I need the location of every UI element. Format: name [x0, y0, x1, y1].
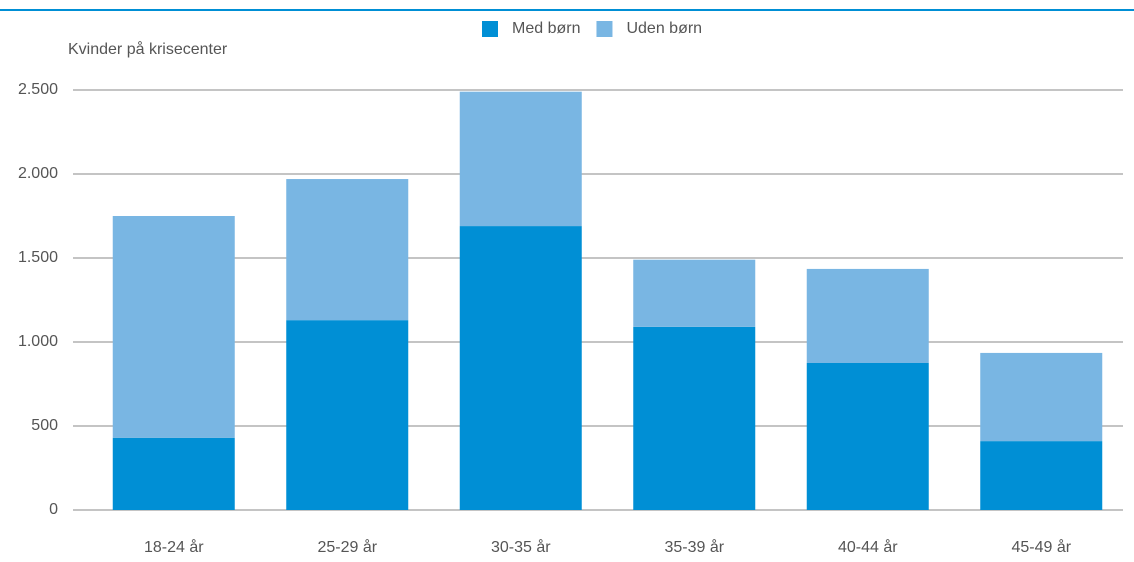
bar — [980, 352, 1103, 442]
y-tick-label: 1.000 — [18, 333, 58, 350]
y-tick-label: 0 — [49, 501, 58, 518]
bar — [633, 326, 756, 510]
y-tick-label: 2.000 — [18, 165, 58, 182]
bar — [286, 320, 409, 510]
legend-swatch — [482, 21, 498, 37]
bar — [459, 91, 582, 227]
x-tick-label: 35-39 år — [664, 538, 724, 556]
y-tick-label: 1.500 — [18, 249, 58, 266]
bar — [980, 441, 1103, 510]
bar — [806, 363, 929, 510]
bar — [633, 259, 756, 327]
bar — [112, 216, 235, 438]
x-tick-label: 25-29 år — [317, 538, 377, 556]
legend-label: Med børn — [512, 20, 580, 37]
x-tick-label: 40-44 år — [838, 538, 898, 556]
bar — [459, 226, 582, 510]
x-tick-label: 45-49 år — [1011, 538, 1071, 556]
bar — [112, 437, 235, 510]
y-tick-label: 2.500 — [18, 81, 58, 98]
legend-swatch — [596, 21, 613, 37]
y-axis-label: Kvinder på krisecenter — [68, 40, 228, 58]
x-tick-label: 30-35 år — [491, 538, 551, 556]
y-tick-label: 500 — [31, 417, 58, 434]
bar — [286, 179, 409, 321]
legend-label: Uden børn — [626, 20, 702, 37]
x-tick-label: 18-24 år — [144, 538, 204, 556]
bar — [806, 268, 929, 363]
